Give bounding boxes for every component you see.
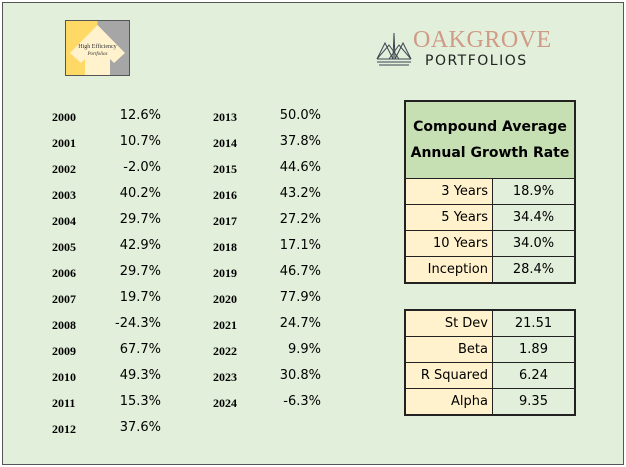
year-label: 2022 [213,344,237,358]
return-value: 19.7% [119,290,161,305]
table-row: R Squared 6.24 [404,362,576,389]
table-row: 10 Years 34.0% [404,230,576,257]
return-value: 29.7% [119,212,161,227]
table-row: St Dev 21.51 [404,309,576,337]
row-value: 28.4% [492,256,576,284]
year-label: 2020 [213,292,237,306]
row-value: 1.89 [492,336,576,363]
row-value: 9.35 [492,388,576,416]
year-label: 2019 [213,266,237,280]
house-arrow-icon [70,25,125,75]
return-value: 17.1% [279,238,321,253]
return-value: 15.3% [119,394,161,409]
year-label: 2001 [52,136,76,150]
year-label: 2014 [213,136,237,150]
return-value: 46.7% [279,264,321,279]
stats-table: St Dev 21.51 Beta 1.89 R Squared 6.24 Alpha… [404,309,576,416]
oakgrove-sub: PORTFOLIOS [425,53,528,69]
year-label: 2002 [52,162,76,176]
cagr-table: Compound Average Annual Growth Rate 3 Ye… [404,100,576,284]
return-value: 30.8% [279,368,321,383]
return-value: 10.7% [119,134,161,149]
table-row: Alpha 9.35 [404,388,576,416]
table-row: Beta 1.89 [404,336,576,363]
oakgrove-name: OAKGROVE [413,27,552,53]
return-value: 24.7% [279,316,321,331]
return-value: 29.7% [119,264,161,279]
return-value: 43.2% [279,186,321,201]
year-label: 2005 [52,240,76,254]
return-value: 77.9% [279,290,321,305]
return-value: -24.3% [115,316,161,331]
year-label: 2013 [213,110,237,124]
return-value: 44.6% [279,160,321,175]
row-label: 3 Years [404,178,493,205]
return-value: 40.2% [119,186,161,201]
high-efficiency-logo: High Efficiency Portfolios [65,20,130,76]
return-value: 50.0% [279,108,321,123]
year-label: 2023 [213,370,237,384]
year-label: 2015 [213,162,237,176]
logo-line2: Portfolios [87,52,108,57]
return-value: 9.9% [287,342,321,357]
year-label: 2021 [213,318,237,332]
year-label: 2016 [213,188,237,202]
year-label: 2018 [213,240,237,254]
row-label: St Dev [404,309,493,337]
table-row: 5 Years 34.4% [404,204,576,231]
row-label: 10 Years [404,230,493,257]
cagr-title-line1: Compound Average [413,119,567,135]
return-value: 42.9% [119,238,161,253]
year-label: 2008 [52,318,76,332]
row-value: 18.9% [492,178,576,205]
year-label: 2009 [52,344,76,358]
row-label: Alpha [404,388,493,416]
year-label: 2012 [52,422,76,436]
return-value: -2.0% [123,160,161,175]
crown-icon [376,32,412,66]
return-value: 67.7% [119,342,161,357]
return-value: 49.3% [119,368,161,383]
row-value: 6.24 [492,362,576,389]
row-label: Inception [404,256,493,284]
cagr-title-line2: Annual Growth Rate [410,145,570,161]
return-value: 37.6% [119,420,161,435]
year-label: 2010 [52,370,76,384]
return-value: -6.3% [283,394,321,409]
row-label: R Squared [404,362,493,389]
year-label: 2017 [213,214,237,228]
row-value: 34.4% [492,204,576,231]
row-value: 21.51 [492,309,576,337]
cagr-title: Compound Average Annual Growth Rate [404,100,576,179]
table-row: 3 Years 18.9% [404,178,576,205]
table-row: Inception 28.4% [404,256,576,284]
row-label: 5 Years [404,204,493,231]
year-label: 2007 [52,292,76,306]
return-value: 12.6% [119,108,161,123]
year-label: 2006 [52,266,76,280]
year-label: 2011 [52,396,76,410]
year-label: 2003 [52,188,76,202]
row-value: 34.0% [492,230,576,257]
return-value: 37.8% [279,134,321,149]
row-label: Beta [404,336,493,363]
return-value: 27.2% [279,212,321,227]
year-label: 2024 [213,396,237,410]
year-label: 2000 [52,110,76,124]
logo-line1: High Efficiency [78,44,117,50]
year-label: 2004 [52,214,76,228]
